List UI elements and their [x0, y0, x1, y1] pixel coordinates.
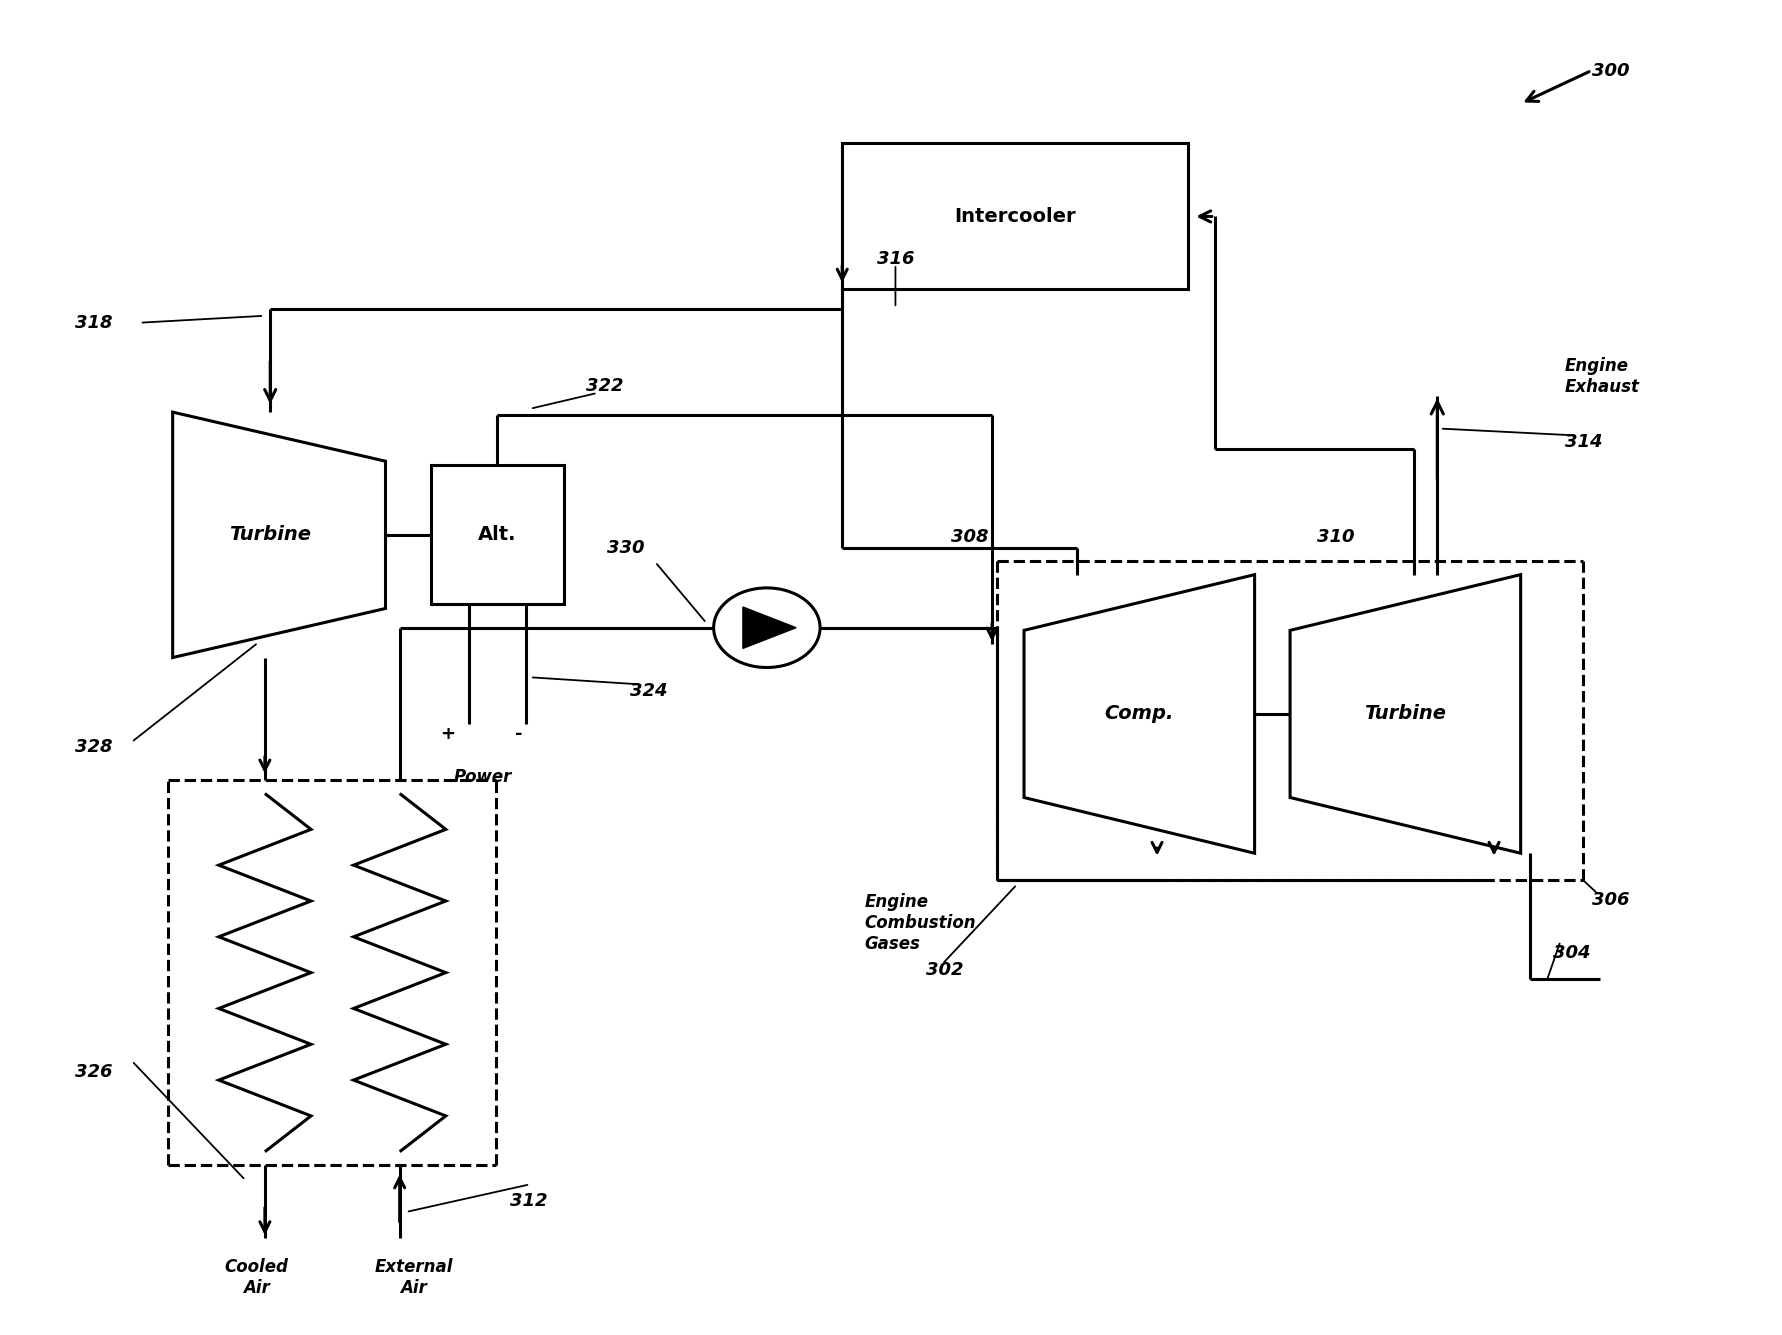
- Text: Power: Power: [454, 768, 511, 786]
- Text: 310: 310: [1317, 529, 1354, 546]
- Text: 302: 302: [927, 961, 964, 979]
- Text: Comp.: Comp.: [1105, 705, 1174, 724]
- FancyBboxPatch shape: [843, 143, 1189, 290]
- Text: Engine
Combustion
Gases: Engine Combustion Gases: [864, 893, 977, 953]
- Text: Alt.: Alt.: [478, 526, 517, 545]
- Polygon shape: [173, 413, 385, 658]
- Text: 308: 308: [952, 529, 989, 546]
- Text: -: -: [515, 725, 522, 744]
- Text: Turbine: Turbine: [230, 526, 312, 545]
- Text: 324: 324: [631, 682, 668, 700]
- Text: 316: 316: [877, 250, 914, 268]
- Text: 306: 306: [1591, 890, 1629, 909]
- Polygon shape: [1290, 574, 1520, 853]
- Polygon shape: [1025, 574, 1255, 853]
- Text: Cooled
Air: Cooled Air: [225, 1258, 289, 1296]
- FancyBboxPatch shape: [431, 465, 563, 605]
- Text: 304: 304: [1552, 944, 1590, 961]
- Text: 328: 328: [75, 738, 112, 756]
- Text: Intercooler: Intercooler: [955, 207, 1076, 226]
- Text: 318: 318: [75, 314, 112, 331]
- Text: 330: 330: [608, 539, 645, 557]
- Text: 300: 300: [1591, 61, 1629, 80]
- Text: External
Air: External Air: [374, 1258, 453, 1296]
- Text: +: +: [440, 725, 454, 744]
- Text: 314: 314: [1565, 433, 1602, 451]
- Polygon shape: [743, 607, 797, 649]
- Text: 312: 312: [510, 1192, 547, 1210]
- Text: 322: 322: [586, 376, 624, 395]
- Text: 326: 326: [75, 1063, 112, 1081]
- Text: Turbine: Turbine: [1365, 705, 1447, 724]
- Text: Engine
Exhaust: Engine Exhaust: [1565, 356, 1639, 395]
